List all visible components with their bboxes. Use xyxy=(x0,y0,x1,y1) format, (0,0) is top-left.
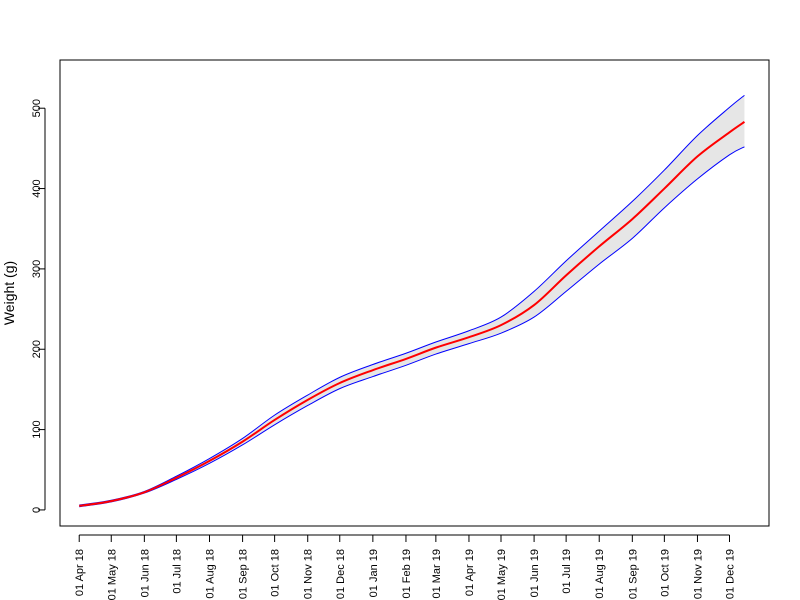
y-tick-label: 500 xyxy=(31,99,43,117)
x-tick-label: 01 Mar 19 xyxy=(431,549,443,599)
x-tick-label: 01 May 18 xyxy=(106,549,118,600)
y-tick-label: 100 xyxy=(31,420,43,438)
lower-bound-line xyxy=(79,146,745,508)
confidence-band xyxy=(79,95,745,507)
x-tick-label: 01 Feb 19 xyxy=(401,549,413,599)
mean-weight-line xyxy=(79,121,746,507)
x-tick-label: 01 Dec 18 xyxy=(335,549,347,599)
plot-frame xyxy=(59,59,770,527)
x-tick-label: 01 Oct 18 xyxy=(270,549,282,597)
x-tick-label: 01 Jun 19 xyxy=(529,549,541,597)
x-tick-label: 01 Aug 18 xyxy=(204,549,216,599)
x-tick-label: 01 Sep 18 xyxy=(238,549,250,599)
x-tick-label: 01 Apr 19 xyxy=(464,549,476,596)
x-tick-label: 01 Jul 19 xyxy=(561,549,573,594)
x-tick-label: 01 Oct 19 xyxy=(659,549,671,597)
y-tick-label: 200 xyxy=(31,340,43,358)
x-tick-label: 01 Aug 19 xyxy=(594,549,606,599)
x-tick-label: 01 Apr 18 xyxy=(74,549,86,596)
x-tick-label: 01 Dec 19 xyxy=(724,549,736,599)
y-tick-label: 400 xyxy=(31,179,43,197)
y-tick-label: 300 xyxy=(31,260,43,278)
x-tick-label: 01 Jun 18 xyxy=(139,549,151,597)
y-tick-label: 0 xyxy=(31,507,43,513)
y-axis-title: Weight (g) xyxy=(1,261,17,325)
x-tick-label: 01 May 19 xyxy=(496,549,508,600)
upper-bound-line xyxy=(79,94,745,506)
x-tick-label: 01 Jan 19 xyxy=(368,549,380,597)
x-tick-label: 01 Jul 18 xyxy=(171,549,183,594)
x-tick-label: 01 Sep 19 xyxy=(627,549,639,599)
x-tick-label: 01 Nov 19 xyxy=(692,549,704,599)
x-tick-label: 01 Nov 18 xyxy=(303,549,315,599)
